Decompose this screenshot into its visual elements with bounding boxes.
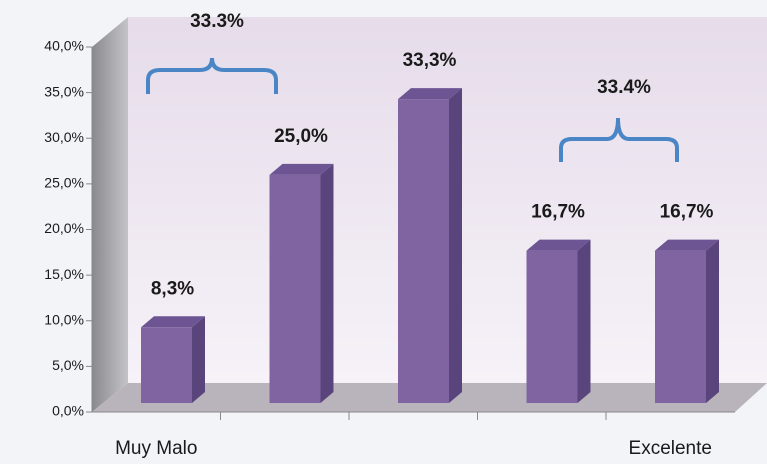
- bar-face: [141, 316, 205, 328]
- annotation: 33.3%: [190, 11, 244, 32]
- bar-face: [269, 163, 334, 175]
- brace: [559, 117, 679, 162]
- bar: [526, 239, 591, 403]
- bar-face: [526, 239, 591, 251]
- bar-face: [320, 163, 334, 403]
- bar-front: [655, 250, 706, 403]
- x-tick-label: Excelente: [629, 438, 712, 459]
- side-wall: [92, 17, 128, 412]
- y-tick-label: 20,0%: [44, 220, 84, 236]
- y-tick-label: 0,0%: [52, 403, 84, 419]
- brace: [146, 57, 278, 94]
- bar-face: [192, 316, 205, 403]
- value-label: 16,7%: [660, 202, 714, 223]
- value-label: 16,7%: [531, 202, 585, 223]
- bar-front: [398, 99, 449, 403]
- y-tick-label: 10,0%: [44, 311, 84, 327]
- value-label: 25,0%: [274, 126, 328, 147]
- bar: [141, 316, 205, 403]
- y-tick-label: 5,0%: [52, 357, 84, 373]
- y-tick-label: 15,0%: [44, 266, 84, 282]
- bar-front: [526, 250, 578, 403]
- bar-front: [269, 174, 321, 403]
- bar-face: [398, 88, 462, 100]
- y-tick-label: 35,0%: [44, 83, 84, 99]
- y-tick-label: 25,0%: [44, 175, 84, 191]
- annotation: 33.4%: [597, 77, 651, 98]
- y-tick-label: 40,0%: [44, 38, 84, 54]
- x-tick-label: Muy Malo: [115, 438, 197, 459]
- value-label: 33,3%: [403, 50, 457, 71]
- bar-face: [655, 239, 719, 251]
- bar: [269, 163, 334, 403]
- bar-face: [449, 88, 462, 403]
- y-tick-label: 30,0%: [44, 129, 84, 145]
- bar-face: [706, 239, 719, 403]
- bar: [655, 239, 719, 403]
- bar-face: [577, 239, 591, 403]
- bar: [398, 88, 462, 403]
- bar-front: [141, 327, 192, 403]
- value-label: 8,3%: [151, 278, 194, 299]
